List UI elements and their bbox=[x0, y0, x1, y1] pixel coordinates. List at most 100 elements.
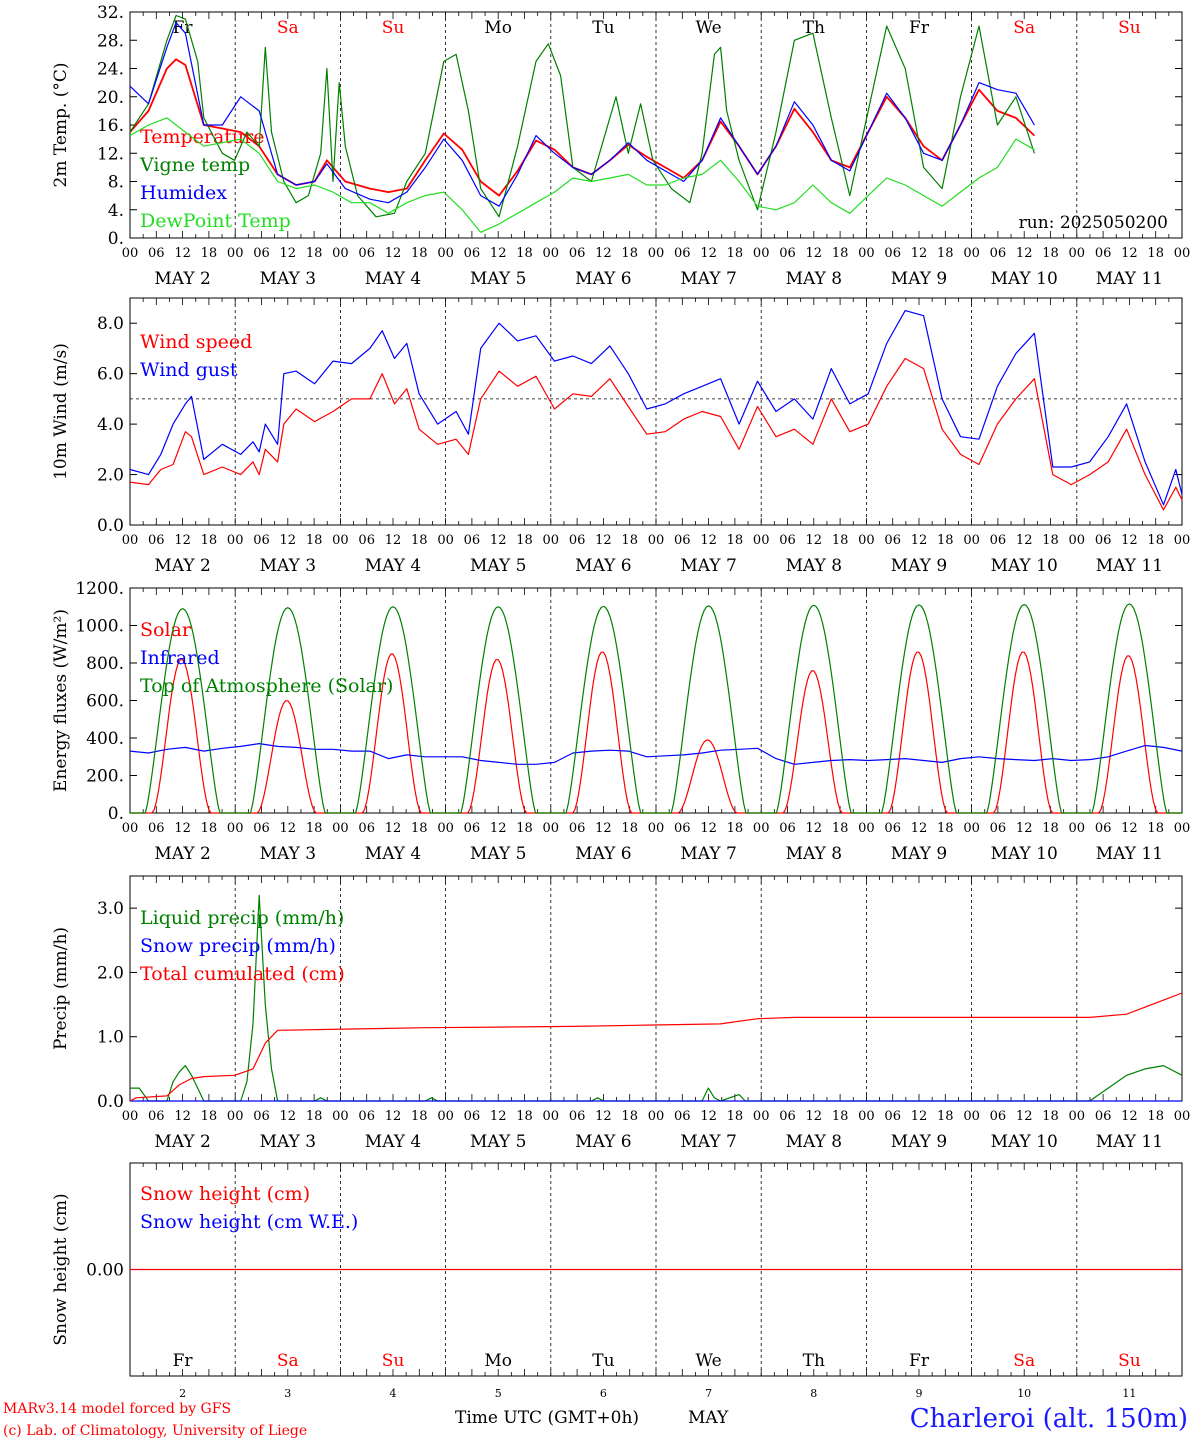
y-tick-label: 0. bbox=[108, 804, 124, 824]
day-label: MAY 10 bbox=[991, 269, 1058, 289]
x-tick-label: 18 bbox=[411, 533, 428, 548]
day-number: 2 bbox=[179, 1387, 186, 1400]
weekday-label: Th bbox=[803, 18, 825, 38]
y-axis-label: 2m Temp. (°C) bbox=[51, 62, 71, 187]
series-line bbox=[129, 357, 1183, 511]
x-tick-label: 12 bbox=[806, 1109, 823, 1124]
x-tick-label: 18 bbox=[306, 246, 323, 261]
y-tick-label: 1000. bbox=[75, 617, 124, 637]
panel-1: 0. 4. 8. 12. 16. 20. 24. 28. 32. 2m Temp. (°C) 00 0… bbox=[51, 3, 1190, 289]
x-tick-label: 00 bbox=[648, 821, 665, 836]
x-tick-label: 12 bbox=[1016, 821, 1033, 836]
x-tick-label: 12 bbox=[700, 533, 717, 548]
x-tick-label: 18 bbox=[832, 246, 849, 261]
day-number: 10 bbox=[1017, 1387, 1031, 1400]
y-axis-label: Snow height (cm) bbox=[51, 1193, 71, 1345]
weekday-label: We bbox=[696, 18, 722, 38]
x-tick-label: 18 bbox=[832, 533, 849, 548]
panel-5: 0.00 Snow height (cm) Fr Sa Su Mo Tu We Th Fr Sa Su… bbox=[51, 1162, 1183, 1400]
x-tick-label: 06 bbox=[1095, 533, 1112, 548]
x-tick-label: 12 bbox=[911, 821, 928, 836]
x-tick-label: 00 bbox=[122, 246, 139, 261]
x-tick-label: 06 bbox=[674, 246, 691, 261]
x-tick-label: 00 bbox=[543, 1109, 560, 1124]
x-tick-label: 00 bbox=[648, 246, 665, 261]
x-tick-label: 00 bbox=[122, 1109, 139, 1124]
x-tick-label: 06 bbox=[990, 1109, 1007, 1124]
day-label: MAY 5 bbox=[470, 1132, 526, 1152]
day-label: MAY 8 bbox=[786, 1132, 842, 1152]
day-label: MAY 10 bbox=[991, 1132, 1058, 1152]
x-tick-label: 06 bbox=[253, 1109, 270, 1124]
x-tick-label: 12 bbox=[490, 1109, 507, 1124]
y-tick-label: 2.0 bbox=[97, 466, 124, 486]
time-axis-label: Time UTC (GMT+0h) bbox=[455, 1408, 639, 1428]
x-tick-label: 00 bbox=[122, 821, 139, 836]
x-tick-label: 12 bbox=[1121, 246, 1138, 261]
x-tick-label: 00 bbox=[963, 246, 980, 261]
x-tick-label: 18 bbox=[937, 246, 954, 261]
x-tick-label: 12 bbox=[1121, 1109, 1138, 1124]
day-label: MAY 7 bbox=[680, 1132, 736, 1152]
x-tick-label: 12 bbox=[700, 1109, 717, 1124]
series-line bbox=[130, 894, 1183, 1102]
weekday-label: Su bbox=[382, 18, 405, 38]
day-number: 5 bbox=[495, 1387, 502, 1400]
y-tick-label: 2.0 bbox=[97, 963, 124, 983]
y-axis-label: 10m Wind (m/s) bbox=[51, 343, 71, 480]
x-tick-label: 00 bbox=[753, 533, 770, 548]
series-line bbox=[129, 992, 1183, 1102]
y-tick-label: 0. bbox=[108, 229, 124, 249]
x-tick-label: 06 bbox=[148, 821, 165, 836]
x-tick-label: 12 bbox=[700, 246, 717, 261]
y-tick-label: 24. bbox=[97, 60, 124, 80]
x-tick-label: 06 bbox=[358, 533, 375, 548]
x-tick-label: 00 bbox=[1174, 246, 1191, 261]
weekday-label: Mo bbox=[484, 1351, 512, 1371]
x-tick-label: 18 bbox=[937, 1109, 954, 1124]
x-tick-label: 18 bbox=[727, 246, 744, 261]
legend-entry: Vigne temp bbox=[139, 154, 250, 176]
x-tick-label: 00 bbox=[963, 821, 980, 836]
y-tick-label: 4. bbox=[108, 201, 124, 221]
x-tick-label: 06 bbox=[569, 1109, 586, 1124]
x-tick-label: 12 bbox=[1121, 821, 1138, 836]
x-tick-label: 18 bbox=[1147, 1109, 1164, 1124]
x-tick-label: 18 bbox=[621, 1109, 638, 1124]
x-tick-label: 06 bbox=[990, 246, 1007, 261]
y-tick-label: 32. bbox=[97, 3, 124, 23]
x-tick-label: 12 bbox=[595, 1109, 612, 1124]
x-tick-label: 00 bbox=[963, 533, 980, 548]
legend-entry: Wind gust bbox=[140, 359, 238, 381]
x-tick-label: 00 bbox=[437, 533, 454, 548]
x-tick-label: 06 bbox=[1095, 246, 1112, 261]
day-label: MAY 3 bbox=[260, 1132, 316, 1152]
x-tick-label: 06 bbox=[990, 533, 1007, 548]
x-tick-label: 12 bbox=[490, 533, 507, 548]
chart-panels: 0.4.8.12.16.20.24.28.32.2m Temp. (°C)00 0… bbox=[51, 3, 1190, 1400]
weekday-label: Su bbox=[1118, 18, 1141, 38]
day-label: MAY 10 bbox=[991, 844, 1058, 864]
x-tick-label: 12 bbox=[280, 246, 297, 261]
x-tick-label: 00 bbox=[543, 533, 560, 548]
legend-entry: Liquid precip (mm/h) bbox=[140, 907, 344, 929]
y-tick-label: 400. bbox=[86, 729, 124, 749]
day-label: MAY 2 bbox=[154, 269, 210, 289]
day-label: MAY 3 bbox=[260, 556, 316, 576]
day-label: MAY 9 bbox=[891, 844, 947, 864]
x-tick-label: 18 bbox=[727, 533, 744, 548]
day-label: MAY 2 bbox=[154, 1132, 210, 1152]
day-number: 8 bbox=[810, 1387, 817, 1400]
x-tick-label: 06 bbox=[464, 821, 481, 836]
panel-3: 0. 200. 400. 600. 800. 1000. 1200.Energy fluxe… bbox=[51, 579, 1190, 864]
y-tick-label: 1.0 bbox=[97, 1028, 124, 1048]
day-label: MAY 8 bbox=[786, 269, 842, 289]
day-label: MAY 4 bbox=[365, 1132, 421, 1152]
x-tick-label: 12 bbox=[385, 821, 402, 836]
legend-entry: Snow height (cm) bbox=[140, 1183, 310, 1205]
day-label: MAY 7 bbox=[680, 844, 736, 864]
y-tick-label: 800. bbox=[86, 654, 124, 674]
x-tick-label: 06 bbox=[884, 821, 901, 836]
day-label: MAY 9 bbox=[891, 556, 947, 576]
x-tick-label: 00 bbox=[1069, 246, 1086, 261]
